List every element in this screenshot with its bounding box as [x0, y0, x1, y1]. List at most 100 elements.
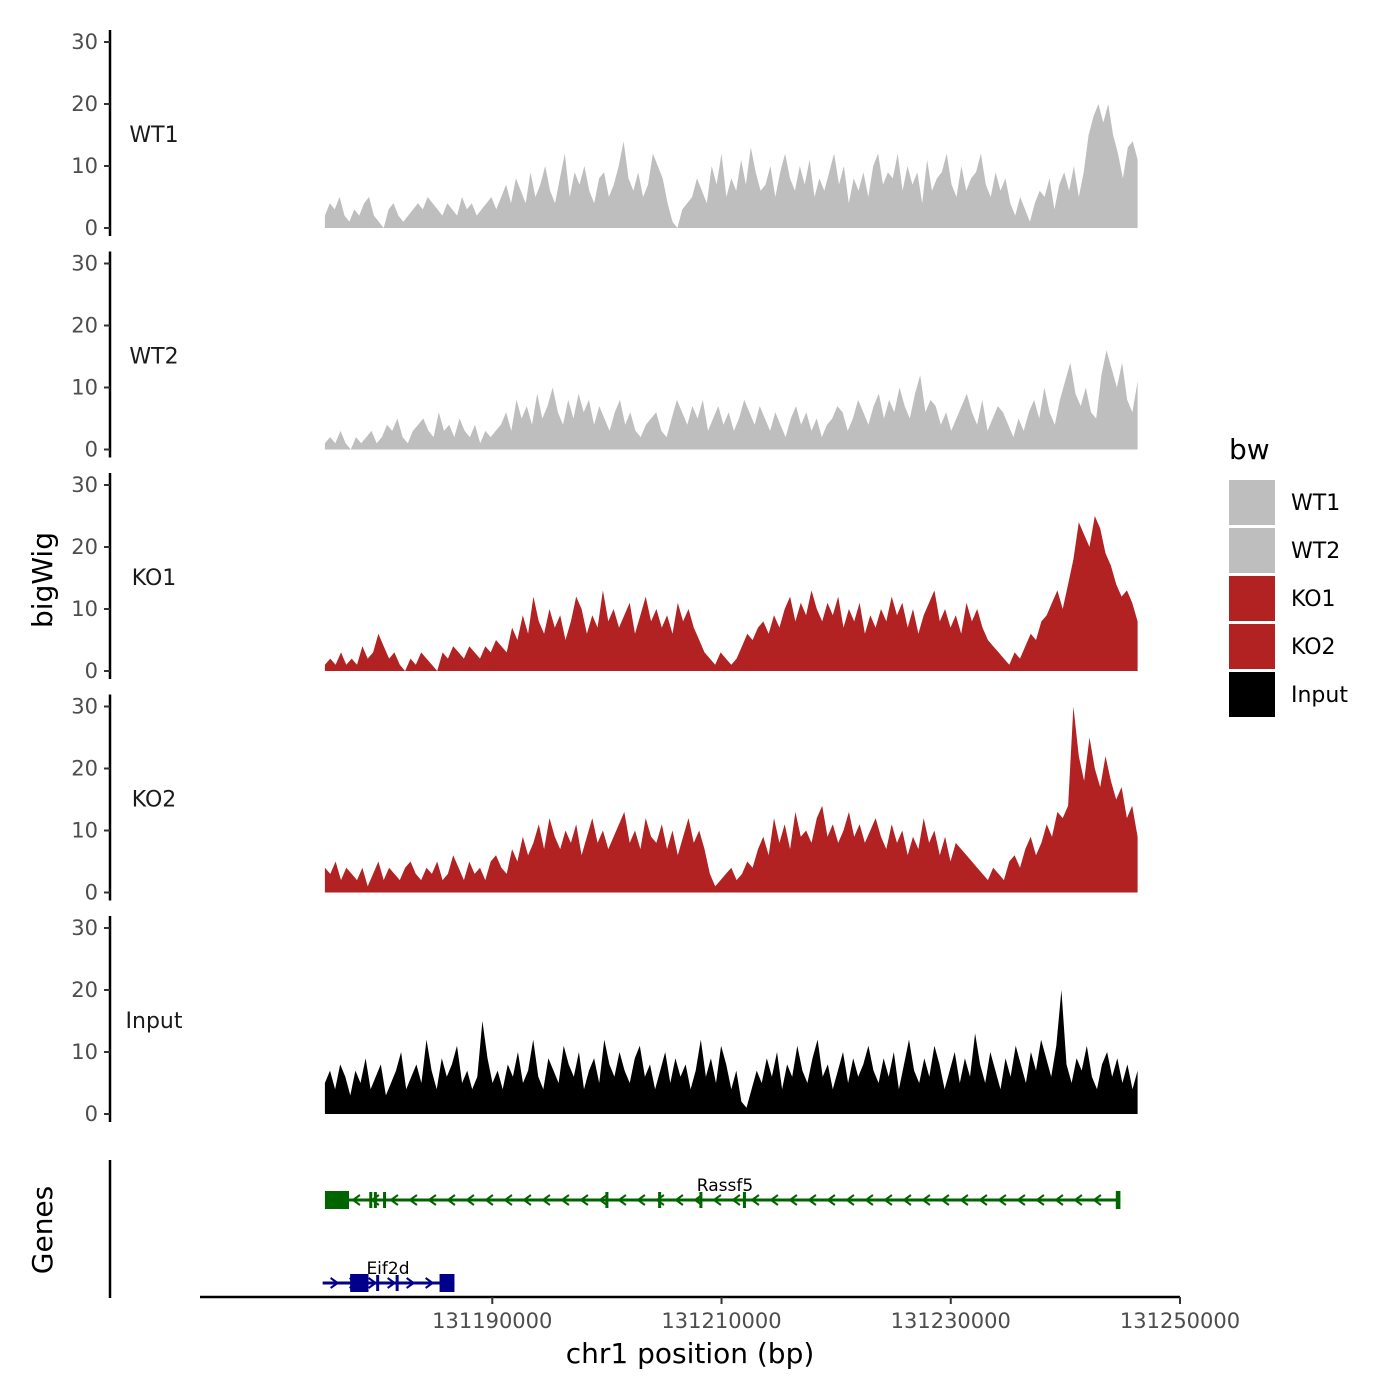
legend: bw WT1 WT2 KO1 KO2 Input: [1229, 433, 1348, 717]
x-tick-label: 131190000: [432, 1309, 552, 1333]
strand-arrow: [387, 1277, 397, 1289]
signal-area-ko1: [324, 516, 1138, 671]
y-tick-label: 30: [71, 30, 98, 54]
x-axis: 131190000 131210000 131230000 131250000: [200, 1295, 1240, 1333]
strand-arrow: [617, 1194, 627, 1206]
strand-arrow: [330, 1277, 340, 1289]
signal-area-wt2: [324, 350, 1138, 450]
track-input: 0 10 20 30 Input: [71, 916, 1138, 1126]
legend-swatch: [1229, 528, 1275, 573]
strand-arrow: [351, 1194, 361, 1206]
strand-arrow: [997, 1194, 1007, 1206]
strand-arrow: [921, 1194, 931, 1206]
x-tick-label: 131250000: [1120, 1309, 1240, 1333]
y-tick-label: 0: [85, 438, 98, 462]
strand-arrow: [788, 1194, 798, 1206]
gene-annotation-track: Genes Eif2d Rassf5: [26, 1160, 1121, 1298]
legend-title: bw: [1229, 433, 1270, 466]
strand-arrow: [845, 1194, 855, 1206]
strand-arrow: [389, 1194, 399, 1206]
strand-arrow: [807, 1194, 817, 1206]
genes-axis-title: Genes: [26, 1186, 59, 1274]
track-wt1: 0 10 20 30 WT1: [71, 30, 1138, 240]
y-tick-label: 30: [71, 916, 98, 940]
track-ko1: 0 10 20 30 KO1: [71, 473, 1138, 683]
legend-swatch: [1229, 576, 1275, 621]
strand-arrow: [425, 1277, 435, 1289]
strand-arrow: [750, 1194, 760, 1206]
bigwig-tracks: 0 10 20 30 WT1 0 10 20 30 WT2 0 10 20 30 KO1 0 10 20 30 KO2…: [71, 30, 1138, 1126]
track-label-wt1: WT1: [129, 123, 178, 148]
strand-arrow: [1016, 1194, 1026, 1206]
signal-area-input: [324, 990, 1138, 1114]
legend-label: Input: [1291, 683, 1348, 708]
y-tick-label: 20: [71, 314, 98, 338]
track-label-ko1: KO1: [132, 566, 177, 591]
strand-arrow: [769, 1194, 779, 1206]
strand-arrow: [674, 1194, 684, 1206]
strand-arrow: [465, 1194, 475, 1206]
y-tick-label: 10: [71, 819, 98, 843]
legend-swatch: [1229, 624, 1275, 669]
y-tick-label: 10: [71, 376, 98, 400]
strand-arrow: [368, 1277, 378, 1289]
legend-label: KO2: [1291, 635, 1336, 660]
legend-label: WT1: [1291, 491, 1340, 516]
y-tick-label: 0: [85, 881, 98, 905]
strand-arrow: [902, 1194, 912, 1206]
y-tick-label: 0: [85, 1102, 98, 1126]
strand-arrow: [541, 1194, 551, 1206]
y-tick-label: 20: [71, 535, 98, 559]
strand-arrow: [1054, 1194, 1064, 1206]
strand-arrow: [883, 1194, 893, 1206]
strand-arrow: [1073, 1194, 1083, 1206]
track-ko2: 0 10 20 30 KO2: [71, 694, 1138, 905]
strand-arrow: [959, 1194, 969, 1206]
strand-arrow: [940, 1194, 950, 1206]
exon-block: [350, 1274, 369, 1292]
y-tick-label: 10: [71, 154, 98, 178]
exon-block: [324, 1191, 350, 1209]
strand-arrow: [406, 1277, 416, 1289]
exon-block: [439, 1274, 455, 1292]
strand-arrow: [864, 1194, 874, 1206]
track-label-wt2: WT2: [129, 345, 178, 370]
strand-arrow: [636, 1194, 646, 1206]
strand-arrow: [503, 1194, 513, 1206]
track-label-ko2: KO2: [132, 788, 177, 813]
strand-arrow: [446, 1194, 456, 1206]
x-tick-label: 131230000: [891, 1309, 1011, 1333]
gene-eif2d: Eif2d: [322, 1259, 455, 1292]
strand-arrow: [1035, 1194, 1045, 1206]
legend-swatch: [1229, 672, 1275, 717]
strand-arrow: [1092, 1194, 1102, 1206]
signal-area-wt1: [324, 104, 1138, 228]
legend-label: WT2: [1291, 539, 1340, 564]
track-wt2: 0 10 20 30 WT2: [71, 251, 1138, 462]
y-tick-label: 0: [85, 659, 98, 683]
y-tick-label: 30: [71, 252, 98, 276]
x-tick-label: 131210000: [661, 1309, 781, 1333]
legend-entry-ko2: KO2: [1229, 624, 1336, 669]
exon-block: [1115, 1191, 1121, 1209]
signal-area-ko2: [324, 706, 1138, 893]
legend-label: KO1: [1291, 587, 1336, 612]
legend-entry-wt2: WT2: [1229, 528, 1340, 573]
gene-label-eif2d: Eif2d: [366, 1259, 409, 1279]
strand-arrow: [427, 1194, 437, 1206]
strand-arrow: [484, 1194, 494, 1206]
strand-arrow: [978, 1194, 988, 1206]
y-tick-label: 0: [85, 216, 98, 240]
legend-swatch: [1229, 480, 1275, 525]
track-label-input: Input: [126, 1009, 183, 1034]
y-tick-label: 20: [71, 757, 98, 781]
y-tick-label: 20: [71, 978, 98, 1002]
strand-arrow: [579, 1194, 589, 1206]
strand-arrow: [408, 1194, 418, 1206]
strand-arrow: [731, 1194, 741, 1206]
strand-arrow: [560, 1194, 570, 1206]
legend-entry-input: Input: [1229, 672, 1348, 717]
y-tick-label: 10: [71, 597, 98, 621]
y-tick-label: 30: [71, 695, 98, 719]
